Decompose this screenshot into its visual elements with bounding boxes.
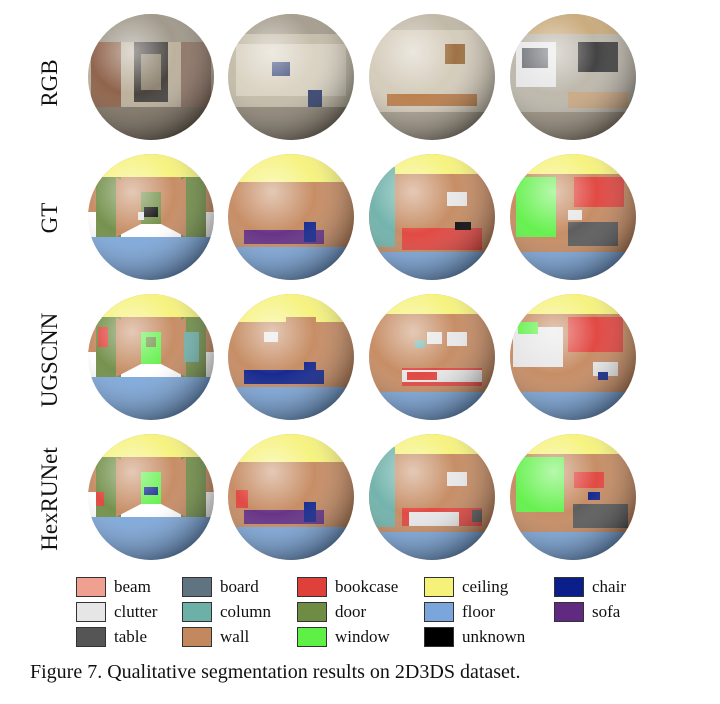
sphere-seg-r2-c1 (86, 152, 216, 282)
figure-caption: Figure 7. Qualitative segmentation resul… (30, 661, 521, 683)
legend-item-table: table (76, 626, 147, 648)
sphere-shading (228, 154, 354, 280)
sphere-shading (228, 14, 354, 140)
legend-swatch-table (76, 627, 106, 647)
legend-swatch-column (182, 602, 212, 622)
sphere-rgb-r1-c4 (508, 12, 638, 142)
legend-item-ceiling: ceiling (424, 576, 508, 598)
legend-label-ceiling: ceiling (462, 577, 509, 596)
legend-item-sofa: sofa (554, 601, 620, 623)
legend-item-unknown: unknown (424, 626, 525, 648)
sphere-rgb-r1-c3 (367, 12, 497, 142)
sphere-seg-r2-c4 (508, 152, 638, 282)
legend-item-board: board (182, 576, 259, 598)
sphere-seg-r3-c2 (226, 292, 356, 422)
legend-label-chair: chair (592, 577, 626, 596)
legend-item-wall: wall (182, 626, 249, 648)
row-label-gt: GT (37, 202, 62, 234)
legend-item-floor: floor (424, 601, 495, 623)
sphere-seg-r2-c3 (367, 152, 497, 282)
sphere-shading (510, 14, 636, 140)
sphere-seg-r3-c1 (86, 292, 216, 422)
sphere-seg-r3-c3 (367, 292, 497, 422)
legend-label-column: column (220, 602, 271, 621)
sphere-shading (228, 294, 354, 420)
legend-swatch-ceiling (424, 577, 454, 597)
sphere-shading (510, 154, 636, 280)
legend-label-door: door (335, 602, 367, 621)
legend-label-window: window (335, 627, 390, 646)
legend-swatch-beam (76, 577, 106, 597)
sphere-shading (369, 294, 495, 420)
legend-label-bookcase: bookcase (335, 577, 399, 596)
legend-label-table: table (114, 627, 148, 646)
sphere-rgb-r1-c1 (86, 12, 216, 142)
legend-swatch-window (297, 627, 327, 647)
sphere-seg-r4-c3 (367, 432, 497, 562)
sphere-seg-r2-c2 (226, 152, 356, 282)
legend-swatch-sofa (554, 602, 584, 622)
sphere-seg-r4-c4 (508, 432, 638, 562)
legend-item-window: window (297, 626, 390, 648)
legend-label-floor: floor (462, 602, 496, 621)
sphere-shading (228, 434, 354, 560)
sphere-shading (369, 154, 495, 280)
legend-label-unknown: unknown (462, 627, 526, 646)
row-label-ugscnn: UGSCNN (37, 312, 62, 408)
sphere-shading (369, 14, 495, 140)
row-label-rgb: RGB (37, 59, 62, 107)
legend-item-clutter: clutter (76, 601, 157, 623)
sphere-shading (510, 434, 636, 560)
legend-swatch-door (297, 602, 327, 622)
legend-swatch-clutter (76, 602, 106, 622)
legend-item-beam: beam (76, 576, 151, 598)
legend-swatch-unknown (424, 627, 454, 647)
legend-label-wall: wall (220, 627, 250, 646)
legend-item-door: door (297, 601, 366, 623)
row-label-hexrunet: HexRUNet (37, 447, 62, 551)
legend-swatch-chair (554, 577, 584, 597)
legend-swatch-wall (182, 627, 212, 647)
sphere-shading (510, 294, 636, 420)
legend-item-column: column (182, 601, 271, 623)
legend-label-clutter: clutter (114, 602, 158, 621)
legend-swatch-floor (424, 602, 454, 622)
legend-label-sofa: sofa (592, 602, 621, 621)
legend-item-chair: chair (554, 576, 626, 598)
legend-swatch-board (182, 577, 212, 597)
sphere-seg-r4-c2 (226, 432, 356, 562)
sphere-shading (88, 14, 214, 140)
legend-label-beam: beam (114, 577, 151, 596)
sphere-seg-r4-c1 (86, 432, 216, 562)
sphere-shading (88, 294, 214, 420)
sphere-shading (369, 434, 495, 560)
legend-item-bookcase: bookcase (297, 576, 398, 598)
legend-label-board: board (220, 577, 259, 596)
sphere-shading (88, 154, 214, 280)
sphere-seg-r3-c4 (508, 292, 638, 422)
legend-swatch-bookcase (297, 577, 327, 597)
sphere-rgb-r1-c2 (226, 12, 356, 142)
sphere-shading (88, 434, 214, 560)
